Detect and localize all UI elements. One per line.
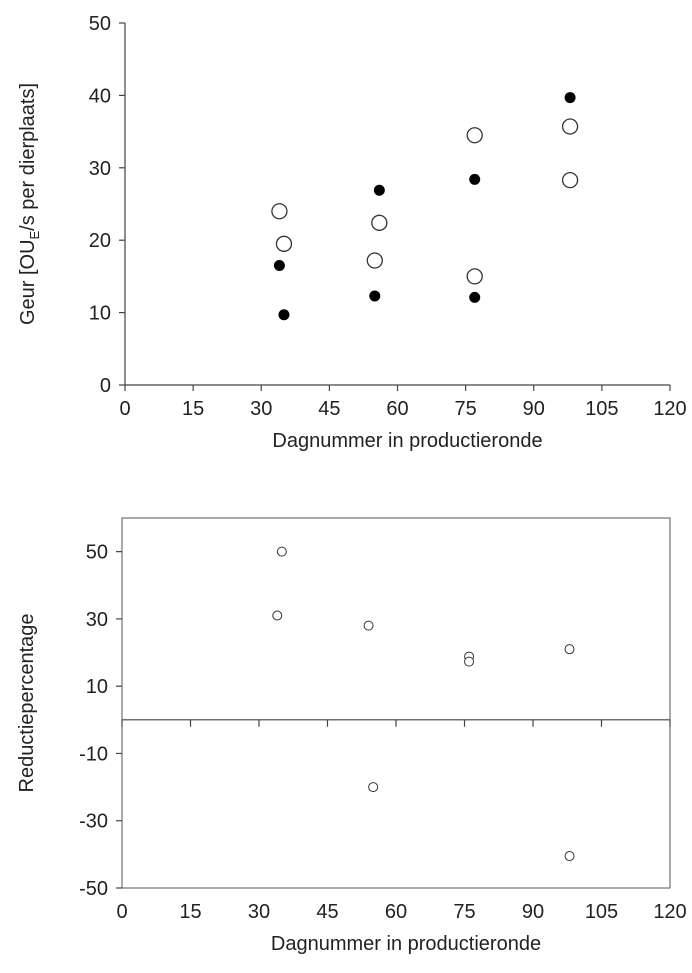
y-tick-label: 0 — [100, 375, 111, 397]
data-point-open — [363, 620, 374, 631]
y-tick-label: 30 — [89, 158, 111, 180]
data-point-open — [366, 252, 383, 269]
data-point-filled — [469, 291, 481, 303]
x-axis-title: Dagnummer in productieronde — [272, 430, 542, 452]
y-tick-label: -50 — [79, 878, 108, 900]
data-point-open — [271, 203, 288, 220]
data-point-open — [371, 214, 388, 231]
y-tick-label: 50 — [89, 13, 111, 35]
x-tick-label: 0 — [116, 901, 127, 923]
data-point-open — [275, 235, 293, 252]
data-point-open — [272, 610, 283, 621]
data-point-open — [368, 782, 379, 793]
plot-frame — [121, 517, 671, 889]
data-point-open — [561, 171, 579, 189]
data-point-filled — [273, 260, 285, 272]
data-point-filled — [373, 184, 385, 196]
x-tick-label: 45 — [318, 398, 340, 420]
bottom-scatter-plot: -50 -30 -10 10 30 50 0 15 30 45 60 75 90 105 120 Dagnum… — [16, 517, 687, 955]
x-tick-label: 105 — [585, 901, 618, 923]
data-point-open — [466, 127, 483, 144]
data-point-filled — [278, 309, 290, 321]
y-axis-title: Geur [OUE/s per dierplaats] — [17, 83, 42, 325]
x-tick-label: 120 — [653, 398, 686, 420]
y-tick-label: 10 — [89, 303, 111, 325]
x-tick-label: 120 — [653, 901, 686, 923]
top-scatter-plot: 0 10 20 30 40 50 0 15 30 45 60 75 90 105 120 Dagnummer … — [17, 13, 687, 452]
y-tick-label: -10 — [79, 743, 108, 765]
data-point-open — [561, 118, 579, 135]
y-tick-label: 40 — [89, 85, 111, 107]
x-tick-label: 60 — [385, 901, 407, 923]
x-tick-label: 75 — [455, 398, 477, 420]
y-tick-label: -30 — [79, 811, 108, 833]
data-point-open — [564, 644, 575, 655]
x-tick-label: 90 — [522, 901, 544, 923]
y-tick-label: 30 — [86, 609, 108, 631]
y-tick-label: 50 — [86, 542, 108, 564]
x-tick-label: 60 — [386, 398, 408, 420]
x-tick-label: 30 — [248, 901, 270, 923]
y-tick-label: 20 — [89, 230, 111, 252]
data-point-open — [564, 851, 575, 862]
data-point-open — [466, 268, 483, 285]
x-tick-label: 0 — [119, 398, 130, 420]
data-point-filled — [469, 173, 481, 185]
x-tick-label: 45 — [316, 901, 338, 923]
data-point-filled — [369, 290, 381, 302]
x-tick-label: 90 — [523, 398, 545, 420]
x-tick-label: 75 — [453, 901, 475, 923]
y-tick-label: 10 — [86, 676, 108, 698]
x-tick-label: 15 — [179, 901, 201, 923]
x-tick-label: 105 — [585, 398, 618, 420]
data-point-open — [276, 546, 287, 557]
y-axis-title: Reductiepercentage — [16, 613, 38, 792]
data-point-open — [464, 656, 475, 667]
x-axis-title: Dagnummer in productieronde — [271, 933, 541, 955]
x-tick-label: 15 — [182, 398, 204, 420]
x-tick-label: 30 — [250, 398, 272, 420]
data-point-filled — [564, 92, 576, 104]
